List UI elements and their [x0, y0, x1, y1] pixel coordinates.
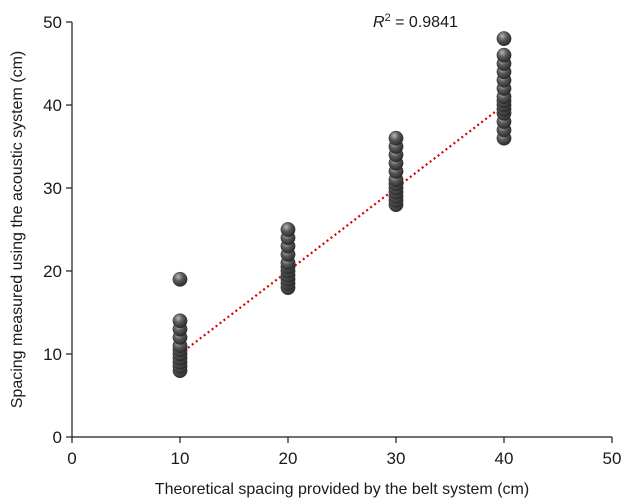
x-tick-label: 40 [495, 449, 514, 468]
r-squared-annotation: R2 = 0.9841 [373, 12, 458, 31]
data-point [280, 222, 296, 237]
y-tick-label: 30 [43, 179, 62, 198]
r-squared-exponent: 2 [385, 12, 391, 24]
y-tick-label: 40 [43, 96, 62, 115]
x-tick-label: 0 [67, 449, 76, 468]
y-axis-title: Spacing measured using the acoustic syst… [9, 51, 26, 408]
x-tick-label: 50 [603, 449, 622, 468]
trendline-group [179, 104, 505, 355]
x-tick-label: 20 [279, 449, 298, 468]
data-point [388, 130, 404, 146]
data-points [172, 31, 512, 378]
data-point [496, 47, 512, 63]
data-point [172, 313, 188, 329]
y-tick-label: 0 [53, 428, 62, 447]
x-ticks: 0 10 20 30 40 50 [67, 437, 621, 468]
trendline [179, 104, 505, 355]
r-squared-value: = 0.9841 [391, 14, 458, 31]
x-tick-label: 30 [387, 449, 406, 468]
x-axis-title: Theoretical spacing provided by the belt… [155, 481, 529, 498]
y-ticks: 0 10 20 30 40 50 [43, 13, 72, 447]
y-tick-label: 20 [43, 262, 62, 281]
y-tick-label: 50 [43, 13, 62, 32]
x-tick-label: 10 [171, 449, 190, 468]
data-point [172, 271, 188, 287]
axes [71, 22, 612, 438]
data-point [496, 31, 512, 46]
r-squared-symbol: R [373, 14, 385, 31]
y-tick-label: 10 [43, 345, 62, 364]
